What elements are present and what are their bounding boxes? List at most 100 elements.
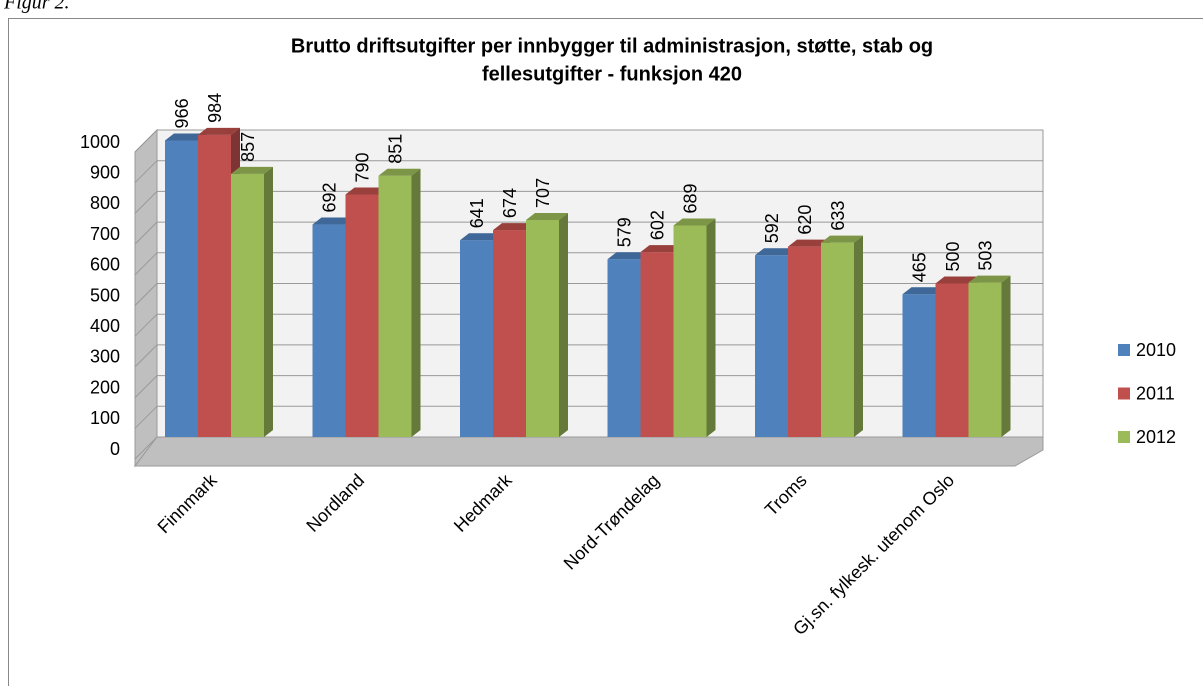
data-label: 707 — [533, 178, 553, 208]
chart-title: fellesutgifter - funksjon 420 — [482, 63, 742, 85]
bar-side-shade — [264, 166, 273, 437]
grid-line — [134, 129, 158, 153]
bar — [673, 218, 716, 437]
y-tick-label: 200 — [90, 377, 120, 397]
bar-front — [231, 173, 264, 437]
bar-top-shade — [673, 218, 716, 226]
data-label: 790 — [353, 152, 373, 182]
bar-top — [935, 276, 978, 284]
floor — [133, 436, 1044, 467]
data-label: 592 — [762, 213, 782, 243]
bar-side-shade — [1001, 275, 1011, 437]
data-label: 503 — [976, 241, 996, 271]
bar-front — [378, 175, 412, 438]
grid-line — [134, 405, 158, 429]
bar-top — [198, 127, 240, 135]
bar-top-shade — [231, 166, 273, 174]
bar-top — [378, 168, 421, 176]
grid-line — [134, 191, 158, 214]
bar — [378, 168, 421, 438]
bar-front — [198, 134, 231, 438]
bar-top — [821, 235, 863, 243]
bar-front — [673, 225, 707, 437]
data-label: 689 — [681, 183, 701, 213]
bar-top — [673, 218, 716, 226]
bar-side — [264, 166, 273, 437]
bar-top — [231, 166, 273, 174]
bar-front — [312, 224, 346, 437]
data-label: 500 — [943, 241, 963, 271]
y-tick-label: 700 — [90, 224, 120, 244]
data-label: 465 — [910, 252, 930, 282]
y-tick-label: 800 — [90, 193, 120, 213]
bar-side-shade — [706, 218, 716, 437]
bar-top-shade — [198, 127, 240, 135]
data-label: 602 — [648, 210, 668, 240]
bar-side-shade — [854, 235, 863, 437]
bar-top — [755, 248, 797, 256]
legend-label: 2012 — [1136, 427, 1176, 447]
bar-top — [902, 287, 945, 295]
bar-top-shade — [935, 276, 978, 284]
bar-top-shade — [607, 252, 650, 260]
legend-swatch — [1118, 387, 1130, 400]
bar-top-shade — [493, 223, 535, 231]
legend-label: 2010 — [1136, 340, 1176, 360]
bar-top — [460, 233, 502, 241]
grid-line — [134, 344, 158, 368]
bar — [821, 235, 863, 437]
bar-top-shade — [526, 212, 568, 220]
bar-front — [640, 252, 674, 437]
bar-front — [493, 230, 526, 437]
bar — [968, 275, 1011, 437]
grid-line — [134, 313, 158, 337]
y-tick-label: 0 — [110, 439, 120, 459]
bar-top — [165, 133, 207, 141]
data-label: 579 — [615, 217, 635, 247]
data-label: 857 — [238, 132, 258, 162]
bar-top-shade — [460, 233, 502, 241]
bar-front — [165, 140, 198, 438]
bar-top-shade — [821, 235, 863, 243]
bar-front — [607, 259, 641, 437]
bar-front — [968, 282, 1002, 437]
y-tick-label: 400 — [90, 316, 120, 336]
bar-front — [935, 283, 969, 437]
bar-top — [526, 212, 568, 220]
bar-top-shade — [312, 217, 355, 225]
bar-front — [345, 194, 379, 437]
bar-side — [706, 218, 716, 437]
bar-front — [821, 242, 854, 437]
data-label: 692 — [320, 183, 340, 213]
legend-label: 2011 — [1136, 383, 1175, 403]
data-label: 633 — [828, 201, 848, 231]
legend-swatch — [1118, 431, 1130, 443]
legend-swatch — [1118, 344, 1130, 356]
y-tick-label: 100 — [90, 408, 120, 428]
bar-top-shade — [902, 287, 945, 295]
y-tick-label: 500 — [90, 285, 120, 305]
bar-top — [788, 239, 830, 247]
bar-front — [526, 219, 559, 437]
bar-top — [312, 217, 355, 225]
grid-line — [134, 283, 158, 306]
bar-side — [559, 212, 568, 437]
bar-top-shade — [165, 133, 207, 141]
bar-top-shade — [755, 248, 797, 256]
bar-top-shade — [640, 245, 683, 253]
bar-front — [755, 255, 788, 437]
bar-top — [607, 252, 650, 260]
y-tick-label: 1000 — [80, 132, 120, 152]
grid-line — [134, 375, 158, 398]
bar-top-shade — [968, 275, 1011, 283]
grid-line — [134, 221, 158, 245]
grid-line — [134, 436, 158, 460]
bar-top-shade — [345, 187, 388, 195]
bar-top — [345, 187, 388, 195]
figure-label: Figur 2. — [3, 0, 70, 14]
bar-front — [460, 240, 493, 437]
bar-side — [1001, 275, 1011, 437]
data-label: 851 — [386, 134, 406, 164]
bar-side-shade — [411, 168, 421, 438]
